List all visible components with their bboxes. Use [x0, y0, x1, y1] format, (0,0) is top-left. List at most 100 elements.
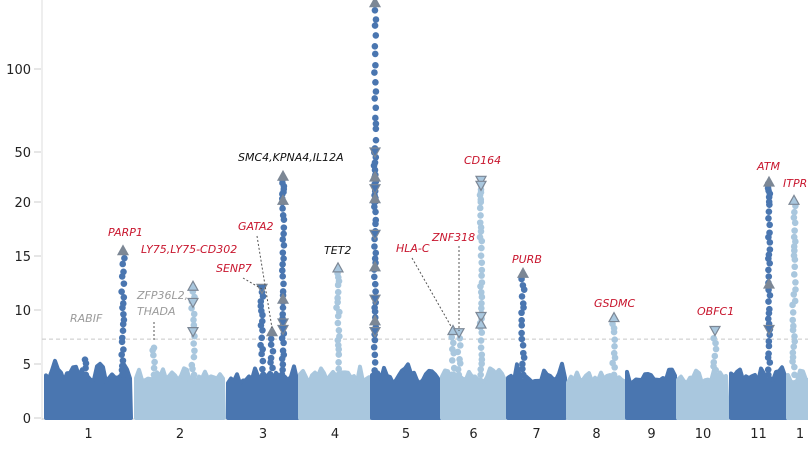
snp-point: [476, 233, 484, 241]
gene-label: GSDMC: [594, 297, 635, 310]
snp-point: [280, 255, 287, 262]
triangle-down-marker: [368, 147, 382, 159]
snp-point: [280, 242, 288, 249]
snp-point: [257, 341, 264, 349]
snp-point: [518, 329, 525, 337]
snp-point: [519, 342, 527, 349]
snp-point: [766, 239, 774, 246]
x-tick-label: 8: [592, 427, 600, 442]
snp-point: [371, 50, 379, 58]
snp-point: [766, 305, 773, 313]
snp-point: [371, 22, 379, 29]
triangle-up-marker: [116, 244, 130, 256]
snp-point: [765, 198, 773, 206]
snp-point: [120, 346, 127, 353]
snp-point: [790, 343, 798, 350]
snp-point: [372, 79, 379, 86]
snp-point: [372, 114, 379, 122]
gene-label: SENP7: [216, 262, 252, 275]
gene-label: ZNF318: [431, 231, 475, 244]
snp-point: [766, 246, 774, 253]
snp-point: [457, 342, 464, 349]
snp-point: [765, 298, 772, 305]
x-tick-label: 10: [695, 427, 712, 442]
chromosome-5-points: [370, 362, 442, 420]
x-tick-label: 2: [176, 427, 184, 442]
snp-point: [478, 272, 485, 279]
snp-point: [448, 371, 456, 379]
snp-point: [188, 361, 196, 369]
snp-point: [478, 300, 485, 307]
chromosome-7-points: [506, 361, 567, 420]
triangle-up-marker: [607, 311, 621, 323]
snp-point: [279, 249, 287, 256]
x-tick-label: 11: [750, 427, 767, 442]
chromosome-6-points: [440, 366, 507, 420]
snp-point: [791, 338, 799, 345]
snp-point: [791, 371, 798, 379]
snp-point: [519, 365, 526, 373]
snp-point: [279, 261, 286, 268]
triangle-down-marker: [368, 327, 382, 338]
snp-point: [372, 136, 380, 144]
snp-point: [450, 339, 457, 347]
snp-point: [334, 294, 341, 302]
triangle-up-marker: [787, 194, 801, 205]
snp-point: [766, 359, 774, 366]
snp-point: [372, 104, 380, 112]
snp-point: [190, 310, 198, 318]
snp-point: [279, 304, 287, 311]
x-tick-label: 7: [532, 427, 540, 442]
snp-point: [278, 267, 286, 274]
gene-label: THADA: [137, 305, 176, 318]
snp-point: [335, 327, 343, 334]
snp-point: [765, 214, 772, 222]
snp-point: [519, 282, 527, 289]
snp-point: [790, 271, 798, 278]
snp-point: [259, 371, 267, 379]
triangle-down-marker: [368, 229, 382, 241]
snp-point: [333, 304, 340, 311]
snp-point: [257, 302, 265, 310]
snp-point: [279, 361, 287, 368]
snp-point: [336, 333, 343, 340]
triangle-up-marker: [474, 317, 488, 329]
triangle-up-marker: [186, 280, 200, 291]
snp-point: [280, 230, 287, 238]
triangle-down-marker: [368, 294, 382, 306]
snp-point: [151, 358, 158, 366]
snp-point: [121, 254, 128, 262]
triangle-up-marker: [276, 292, 290, 304]
snp-point: [454, 348, 462, 356]
snp-point: [454, 366, 462, 373]
triangle-up-marker: [368, 314, 382, 326]
x-tick-label: 1: [84, 427, 92, 442]
snp-point: [335, 351, 343, 358]
snp-point: [150, 364, 158, 372]
snp-point: [609, 320, 616, 328]
snp-point: [765, 342, 773, 350]
snp-point: [267, 335, 275, 343]
snp-point: [119, 357, 127, 364]
y-tick-label: 15: [14, 250, 31, 265]
triangle-down-marker: [276, 318, 290, 330]
triangle-up-marker: [516, 267, 530, 278]
snp-point: [766, 229, 773, 237]
chromosome-1-points: [44, 358, 133, 420]
snp-point: [118, 362, 126, 370]
gene-label: RABIF: [70, 312, 103, 325]
snp-point: [372, 61, 379, 69]
snp-point: [477, 288, 485, 296]
snp-point: [765, 251, 773, 258]
snp-point: [710, 358, 718, 366]
snp-point: [519, 300, 527, 307]
y-tick-label: 20: [14, 196, 31, 211]
y-tick-label: 50: [14, 146, 31, 161]
snp-point: [791, 333, 798, 340]
snp-point: [120, 268, 127, 276]
snp-point: [477, 366, 485, 373]
snp-point: [765, 273, 773, 280]
snp-point: [790, 214, 798, 221]
snp-point: [269, 364, 276, 372]
